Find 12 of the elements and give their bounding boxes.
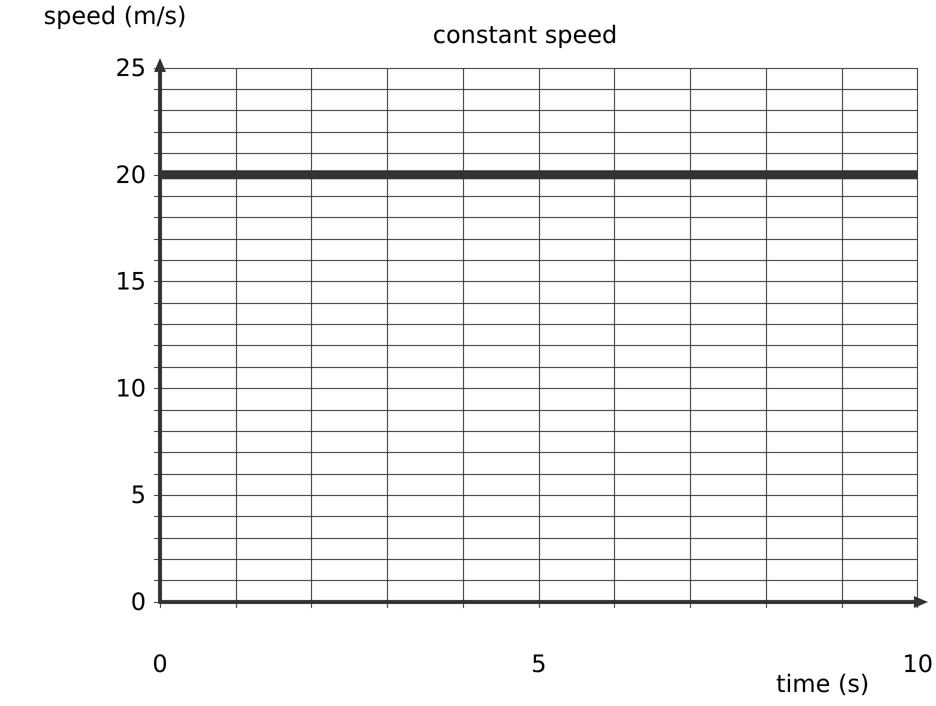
x-axis-title: time (s): [776, 670, 870, 698]
y-tick-label: 5: [130, 481, 146, 510]
y-axis-title: speed (m/s): [44, 2, 186, 30]
y-tick-label: 15: [115, 268, 146, 296]
y-tick-label: 20: [115, 160, 146, 189]
y-tick-label: 25: [115, 54, 146, 82]
x-tick-label: 10: [902, 650, 934, 678]
chart-title: constant speed: [432, 21, 618, 49]
y-tick-label: 10: [115, 374, 146, 402]
x-tick-label: 5: [531, 650, 547, 678]
x-tick-label: 0: [152, 650, 168, 678]
y-tick-label: 0: [130, 588, 146, 616]
